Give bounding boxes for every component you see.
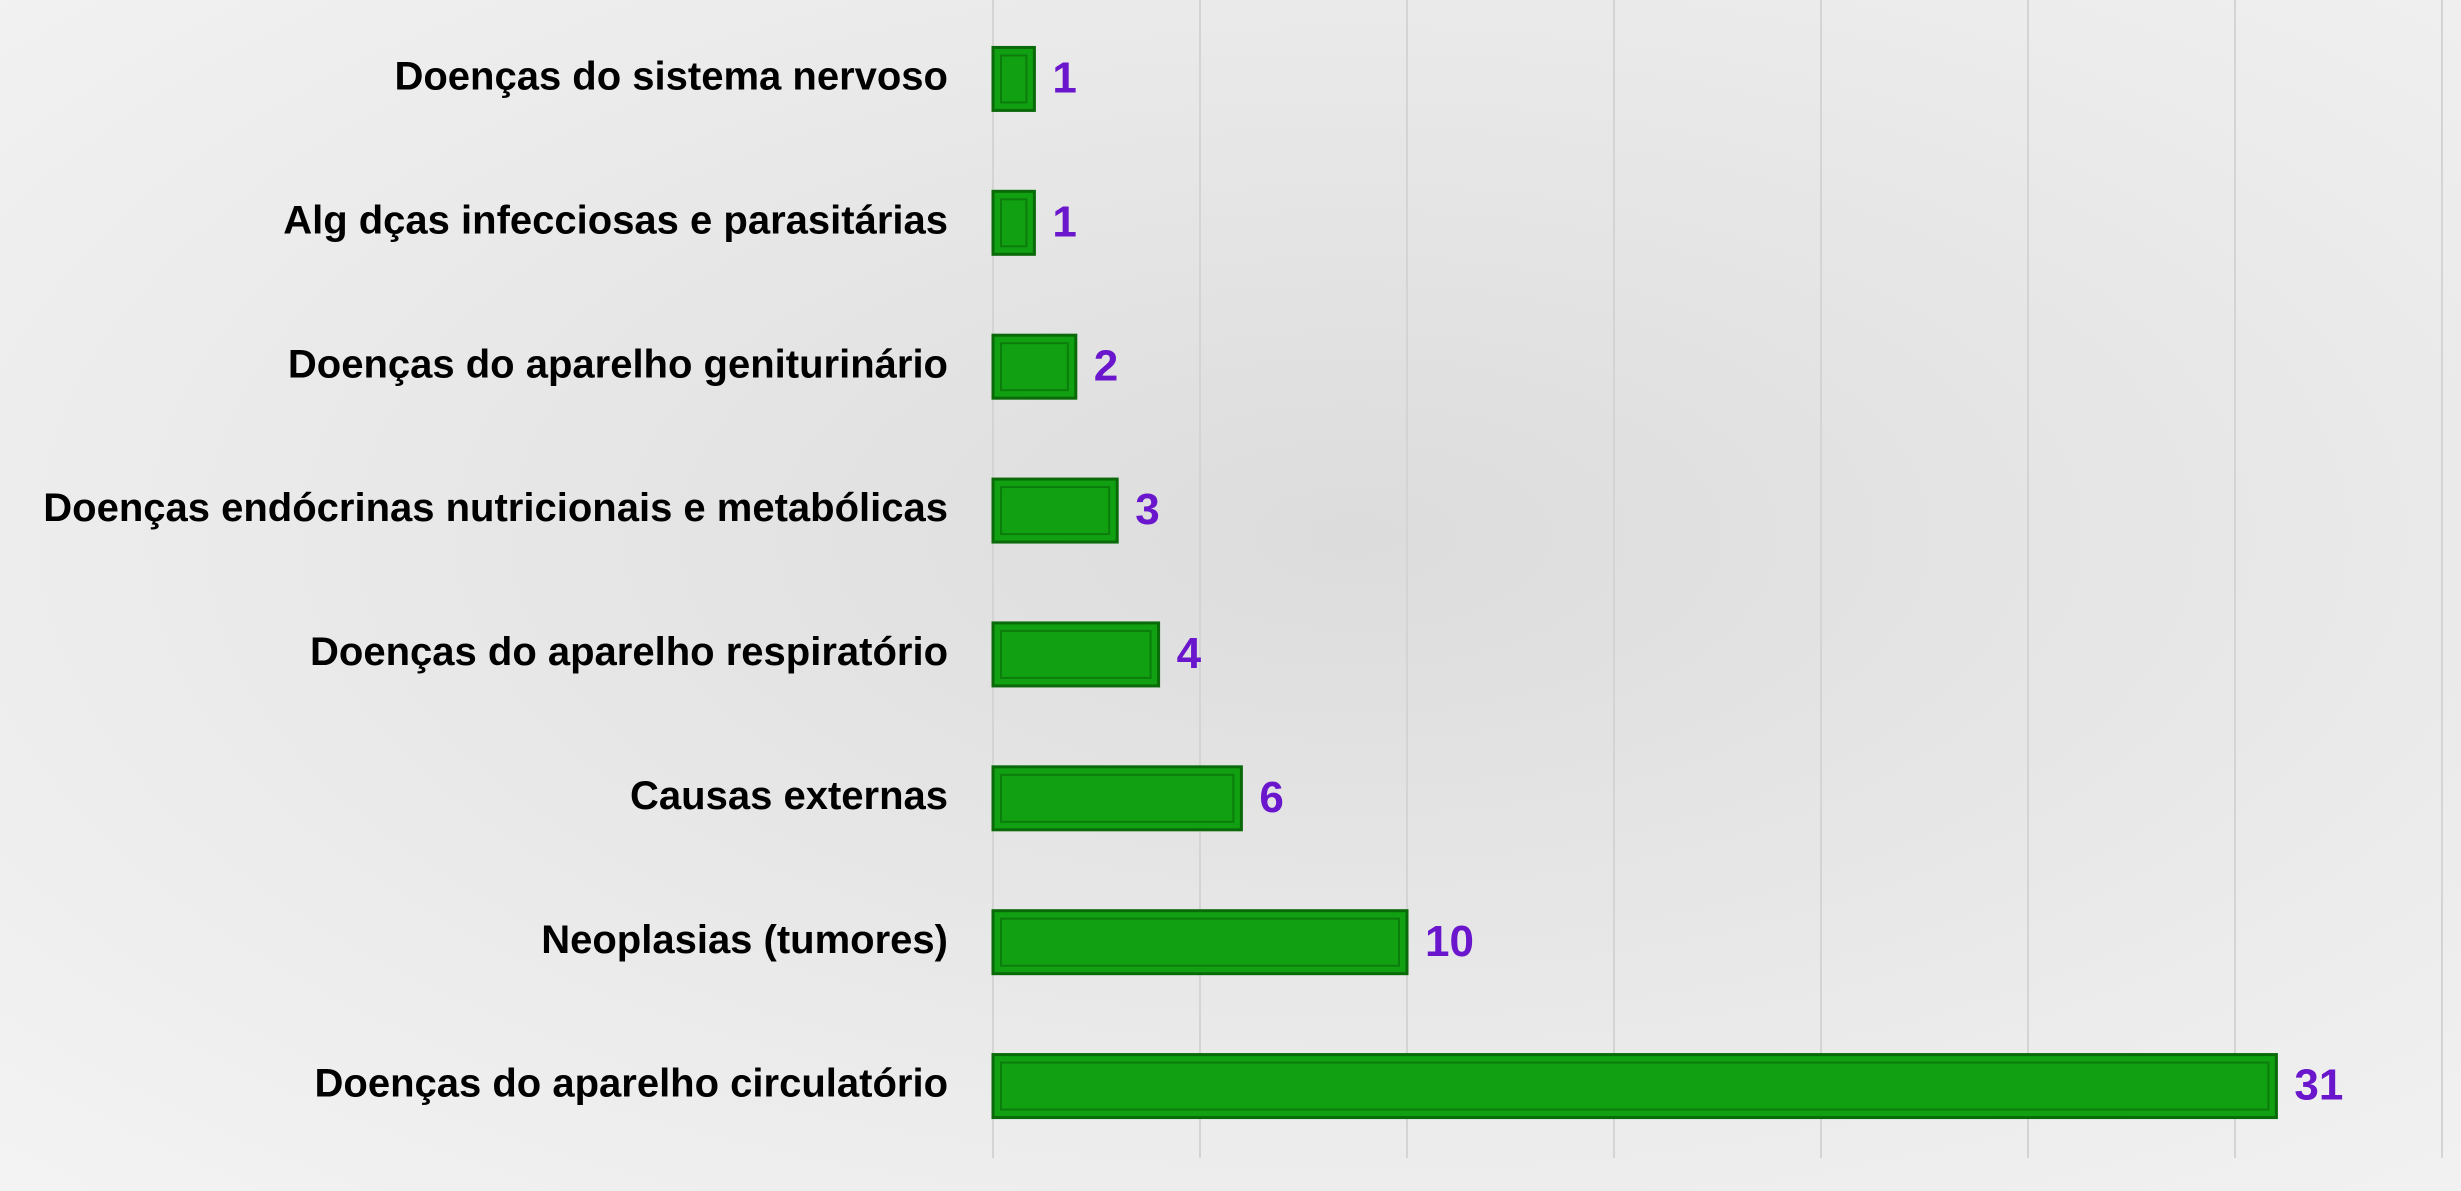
bar-bevel bbox=[1000, 629, 1152, 679]
bar-bevel bbox=[1000, 917, 1400, 967]
y-tick-label: Doenças do aparelho respiratório bbox=[310, 630, 948, 674]
bar-group: 1 bbox=[991, 45, 1077, 112]
bar bbox=[991, 621, 1161, 688]
bar-bevel bbox=[1000, 198, 1028, 248]
bar bbox=[991, 333, 1078, 400]
bar bbox=[991, 189, 1036, 256]
bar-bevel bbox=[1000, 342, 1069, 392]
y-tick-label: Neoplasias (tumores) bbox=[541, 918, 948, 962]
value-label: 4 bbox=[1177, 629, 1202, 678]
bar bbox=[991, 45, 1036, 112]
bars: Doenças do sistema nervoso 1 Alg dças infe… bbox=[43, 45, 2343, 1120]
value-label: 1 bbox=[1052, 54, 1076, 103]
value-label: 1 bbox=[1052, 197, 1076, 246]
value-label: 3 bbox=[1135, 485, 1159, 534]
bar-group: 4 bbox=[991, 621, 1202, 688]
bar-bevel bbox=[1000, 486, 1111, 536]
y-tick-label: Doenças endócrinas nutricionais e metabó… bbox=[43, 486, 948, 530]
bar-bevel bbox=[1000, 1061, 2270, 1111]
y-tick-label: Doenças do sistema nervoso bbox=[394, 55, 948, 99]
bar-group: 6 bbox=[991, 765, 1284, 832]
bar-group: 1 bbox=[991, 189, 1077, 256]
value-label: 2 bbox=[1094, 341, 1118, 390]
y-tick-label: Doenças do aparelho circulatório bbox=[315, 1062, 949, 1106]
y-tick-label: Alg dças infecciosas e parasitárias bbox=[283, 198, 948, 242]
y-tick-label: Causas externas bbox=[630, 774, 948, 818]
bar bbox=[991, 477, 1119, 544]
bar-bevel bbox=[1000, 54, 1028, 104]
bar-group: 31 bbox=[991, 1053, 2343, 1120]
bar-group: 3 bbox=[991, 477, 1160, 544]
y-tick-label: Doenças do aparelho geniturinário bbox=[288, 342, 948, 386]
value-label: 6 bbox=[1259, 773, 1283, 822]
bar-group: 10 bbox=[991, 909, 1474, 976]
bar bbox=[991, 909, 1409, 976]
value-label: 10 bbox=[1425, 917, 1474, 966]
bar bbox=[991, 1053, 2278, 1120]
value-label: 31 bbox=[2294, 1061, 2343, 1110]
bar-group: 2 bbox=[991, 333, 1118, 400]
bar bbox=[991, 765, 1243, 832]
bar-bevel bbox=[1000, 773, 1235, 823]
grid bbox=[992, 0, 2443, 1158]
